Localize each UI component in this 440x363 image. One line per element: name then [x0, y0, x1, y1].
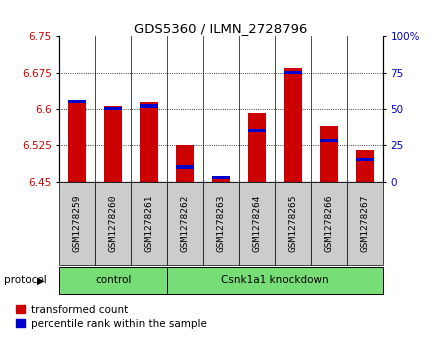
- Text: GSM1278259: GSM1278259: [73, 195, 82, 252]
- Bar: [284, 71, 302, 74]
- Text: ▶: ▶: [37, 276, 44, 285]
- Bar: [140, 105, 158, 107]
- Bar: [284, 68, 302, 182]
- Bar: [68, 102, 86, 182]
- Text: GSM1278265: GSM1278265: [289, 195, 297, 252]
- Bar: [347, 182, 383, 265]
- Title: GDS5360 / ILMN_2728796: GDS5360 / ILMN_2728796: [134, 22, 308, 35]
- Text: GSM1278263: GSM1278263: [216, 195, 226, 252]
- Bar: [356, 150, 374, 182]
- Text: GSM1278264: GSM1278264: [253, 195, 261, 252]
- Bar: [203, 182, 239, 265]
- Text: GSM1278261: GSM1278261: [145, 195, 154, 252]
- Bar: [104, 106, 122, 182]
- Text: GSM1278266: GSM1278266: [324, 195, 334, 252]
- Bar: [167, 182, 203, 265]
- Bar: [140, 102, 158, 182]
- Bar: [248, 129, 266, 132]
- Bar: [176, 166, 194, 168]
- Bar: [248, 113, 266, 182]
- Bar: [311, 182, 347, 265]
- Bar: [59, 182, 95, 265]
- Bar: [275, 182, 311, 265]
- Bar: [239, 182, 275, 265]
- Bar: [212, 179, 230, 182]
- Text: GSM1278267: GSM1278267: [360, 195, 369, 252]
- Bar: [131, 182, 167, 265]
- Text: control: control: [95, 275, 132, 285]
- Bar: [176, 145, 194, 182]
- Bar: [95, 182, 131, 265]
- Bar: [320, 126, 338, 182]
- Bar: [68, 100, 86, 103]
- Bar: [104, 107, 122, 110]
- Text: GSM1278260: GSM1278260: [109, 195, 118, 252]
- Bar: [167, 266, 383, 294]
- Bar: [320, 139, 338, 142]
- Legend: transformed count, percentile rank within the sample: transformed count, percentile rank withi…: [14, 303, 209, 331]
- Text: protocol: protocol: [4, 276, 47, 285]
- Text: GSM1278262: GSM1278262: [181, 195, 190, 252]
- Bar: [59, 266, 167, 294]
- Bar: [356, 158, 374, 161]
- Bar: [212, 176, 230, 179]
- Text: Csnk1a1 knockdown: Csnk1a1 knockdown: [221, 275, 329, 285]
